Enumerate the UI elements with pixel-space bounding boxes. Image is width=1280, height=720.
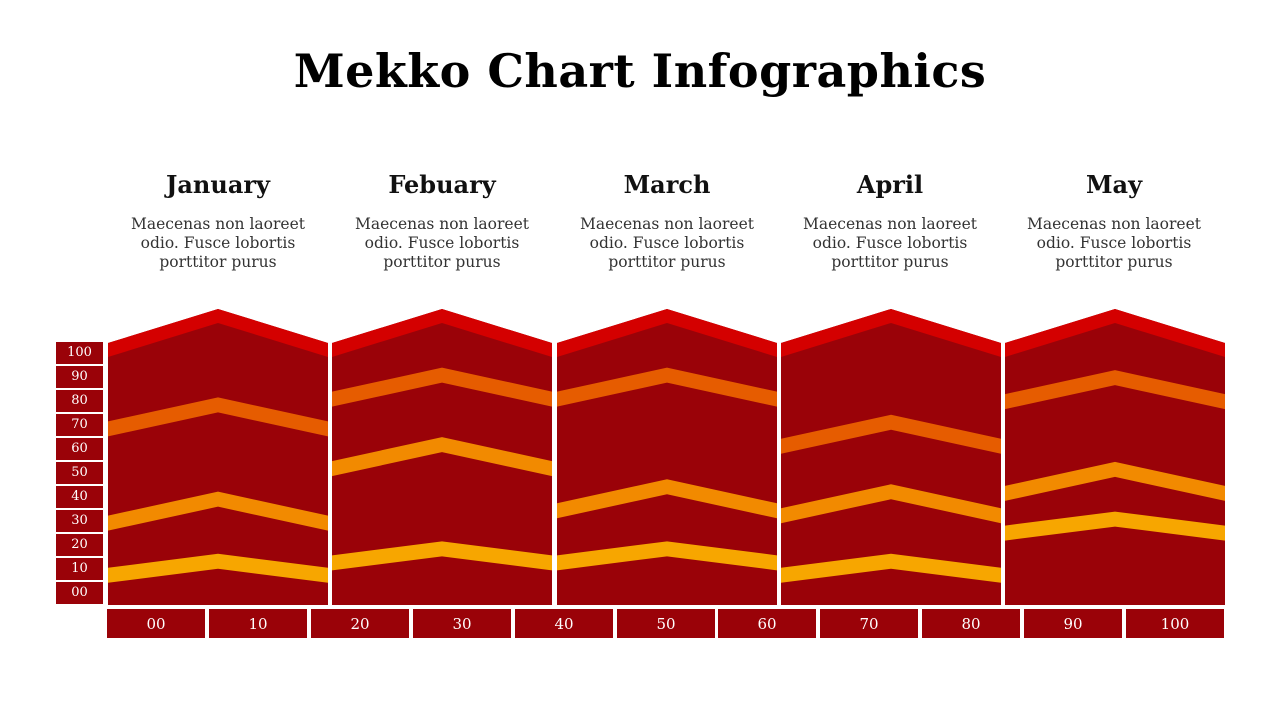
column-title: January: [166, 170, 270, 199]
x-tick-label: 70: [820, 609, 918, 638]
column-title: Febuary: [388, 170, 496, 199]
column-cap: [108, 309, 328, 357]
column-title: March: [623, 170, 711, 199]
column-description: Maecenas non laoreet odio. Fusce loborti…: [580, 215, 754, 271]
column-cap: [332, 309, 552, 357]
x-tick-label: 50: [617, 609, 715, 638]
column-header-april: April Maecenas non laoreet odio. Fusce l…: [780, 170, 1000, 272]
segment-band: [1005, 370, 1225, 410]
x-tick-label: 30: [413, 609, 511, 638]
mekko-column: [108, 309, 328, 605]
column-header-january: January Maecenas non laoreet odio. Fusce…: [108, 170, 328, 272]
y-tick-label: 00: [56, 582, 103, 604]
x-tick-label: 10: [209, 609, 307, 638]
y-tick-label: 80: [56, 390, 103, 412]
y-tick-label: 70: [56, 414, 103, 436]
x-tick-label: 80: [922, 609, 1020, 638]
x-tick-label: 00: [107, 609, 205, 638]
column-title: May: [1085, 170, 1143, 199]
mekko-column: [1005, 309, 1225, 605]
segment-band: [332, 367, 552, 407]
x-tick-label: 90: [1024, 609, 1122, 638]
column-cap: [781, 309, 1001, 357]
segment-band: [557, 541, 777, 571]
page-title: Mekko Chart Infographics: [293, 44, 987, 98]
segment-band: [781, 553, 1001, 583]
mekko-column: [781, 309, 1001, 605]
column-description: Maecenas non laoreet odio. Fusce loborti…: [1027, 215, 1201, 271]
segment-band: [108, 397, 328, 437]
y-tick-label: 40: [56, 486, 103, 508]
y-tick-label: 10: [56, 558, 103, 580]
column-cap: [1005, 309, 1225, 357]
segment-band: [332, 437, 552, 477]
segment-band: [108, 491, 328, 531]
column-header-february: Febuary Maecenas non laoreet odio. Fusce…: [332, 170, 552, 272]
column-description: Maecenas non laoreet odio. Fusce loborti…: [355, 215, 529, 271]
y-tick-label: 20: [56, 534, 103, 556]
segment-band: [332, 541, 552, 571]
column-description: Maecenas non laoreet odio. Fusce loborti…: [131, 215, 305, 271]
segment-band: [557, 479, 777, 519]
segment-band: [781, 414, 1001, 454]
segment-band: [1005, 511, 1225, 541]
x-tick-label: 20: [311, 609, 409, 638]
column-header-may: May Maecenas non laoreet odio. Fusce lob…: [1004, 170, 1224, 272]
y-tick-label: 60: [56, 438, 103, 460]
segment-band: [781, 484, 1001, 524]
segment-band: [1005, 461, 1225, 501]
column-header-march: March Maecenas non laoreet odio. Fusce l…: [557, 170, 777, 272]
column-cap: [557, 309, 777, 357]
segment-band: [108, 553, 328, 583]
y-tick-label: 90: [56, 366, 103, 388]
x-tick-label: 100: [1126, 609, 1224, 638]
segment-band: [557, 367, 777, 407]
x-tick-label: 60: [718, 609, 816, 638]
x-tick-label: 40: [515, 609, 613, 638]
y-tick-label: 30: [56, 510, 103, 532]
column-title: April: [856, 170, 924, 199]
y-tick-label: 100: [56, 342, 103, 364]
column-description: Maecenas non laoreet odio. Fusce loborti…: [803, 215, 977, 271]
y-tick-label: 50: [56, 462, 103, 484]
